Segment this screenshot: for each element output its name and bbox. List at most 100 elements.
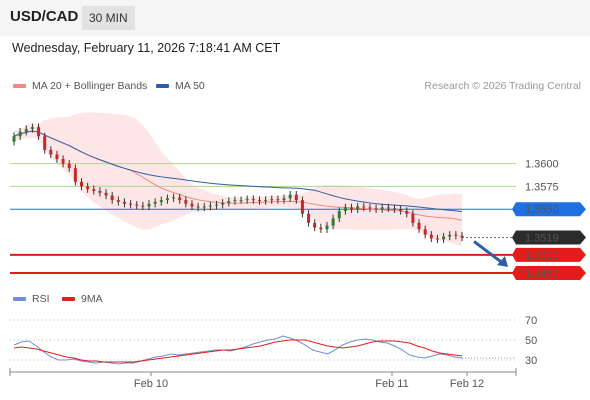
price-panel: 1.3600 1.3575 1.3550 1.3519 1.3500 1.3480 [10, 112, 586, 281]
candle [165, 198, 169, 201]
copyright: Research © 2026 Trading Central [424, 80, 581, 92]
candle [276, 199, 280, 201]
legend-9ma-label: 9MA [81, 293, 103, 305]
candle [368, 207, 372, 209]
candle [429, 234, 433, 239]
level-label-1.3575: 1.3575 [525, 181, 559, 193]
candle [61, 159, 65, 164]
candle [116, 200, 120, 202]
legend-9ma: 9MA [62, 293, 103, 305]
candle [12, 136, 16, 142]
candle [202, 206, 206, 208]
candle [405, 211, 409, 214]
candle [270, 199, 274, 201]
candle [257, 200, 261, 202]
candle [386, 207, 390, 209]
rsi-panel: 30 50 70 [10, 315, 537, 367]
candle [86, 186, 90, 190]
candle [350, 207, 354, 210]
level-tag-1.3519 [512, 230, 586, 245]
candle [356, 206, 360, 210]
legend-rsi-label: RSI [32, 293, 50, 305]
candle [122, 201, 126, 204]
candle [454, 234, 458, 236]
legend-ma20: MA 20 + Bollinger Bands [13, 80, 147, 92]
candle [172, 197, 176, 199]
candle [30, 127, 34, 129]
x-tick-label: Feb 11 [375, 378, 408, 390]
candle [98, 190, 102, 193]
candle [331, 218, 335, 226]
candle [460, 235, 464, 238]
candle [110, 195, 114, 201]
legend-rsi: RSI [13, 293, 50, 305]
candle [208, 205, 212, 207]
candle [221, 202, 225, 205]
ma20-swatch [13, 84, 26, 89]
ma9-swatch [62, 297, 75, 302]
level-label-1.3519: 1.3519 [525, 232, 559, 244]
candle [251, 199, 255, 201]
timeframe-button[interactable]: 30 MIN [82, 6, 135, 30]
legend-ma50-label: MA 50 [175, 80, 205, 92]
rsi-tick-30: 30 [525, 355, 537, 367]
candle [43, 136, 47, 150]
candle [184, 200, 188, 204]
candle [147, 203, 151, 207]
candle [448, 234, 452, 237]
legend-ma20-label: MA 20 + Bollinger Bands [32, 80, 148, 92]
x-axis: Feb 10 Feb 11 Feb 12 [9, 368, 517, 390]
candle [325, 225, 329, 230]
candle [73, 168, 77, 182]
candle [294, 194, 298, 201]
ma50-line [13, 130, 463, 213]
candle [417, 222, 421, 230]
projection-arrow [473, 240, 505, 266]
level-label-1.3480: 1.3480 [525, 268, 559, 280]
candle [239, 200, 243, 202]
candle [399, 209, 403, 212]
candle [215, 204, 219, 206]
level-label-1.3550: 1.3550 [525, 204, 559, 216]
projection-arrowhead [497, 256, 508, 268]
candle [135, 204, 139, 206]
bollinger-band [14, 112, 462, 247]
x-tick-label: Feb 12 [450, 378, 484, 390]
candle [374, 208, 378, 210]
legend-ma50: MA 50 [156, 80, 205, 92]
candle [435, 238, 439, 240]
candle [190, 203, 194, 207]
candle [49, 149, 53, 155]
level-tag-1.3550 [512, 202, 586, 217]
candle [67, 163, 71, 169]
candle [392, 208, 396, 210]
candle [264, 200, 268, 202]
candle [423, 229, 427, 235]
candle [362, 206, 366, 208]
candle [319, 227, 323, 230]
candle [307, 213, 311, 223]
candle [80, 181, 84, 187]
candle [178, 197, 182, 201]
instrument-title: USD/CAD [10, 8, 79, 25]
candle [129, 203, 133, 205]
candle [282, 198, 286, 201]
level-tag-1.3500 [512, 247, 586, 262]
candle [18, 131, 22, 137]
candle [55, 154, 59, 160]
candle [24, 128, 28, 132]
candle [104, 192, 108, 196]
candle [288, 194, 292, 199]
candle [141, 205, 145, 207]
candle [343, 207, 347, 212]
candle [337, 211, 341, 219]
rsi-tick-70: 70 [525, 315, 537, 327]
candle [313, 222, 317, 228]
candle [442, 236, 446, 240]
candle [153, 201, 157, 204]
header-bar: USD/CAD 30 MIN [0, 0, 590, 36]
candle [300, 200, 304, 214]
x-tick-label: Feb 10 [134, 378, 168, 390]
candle [92, 189, 96, 191]
